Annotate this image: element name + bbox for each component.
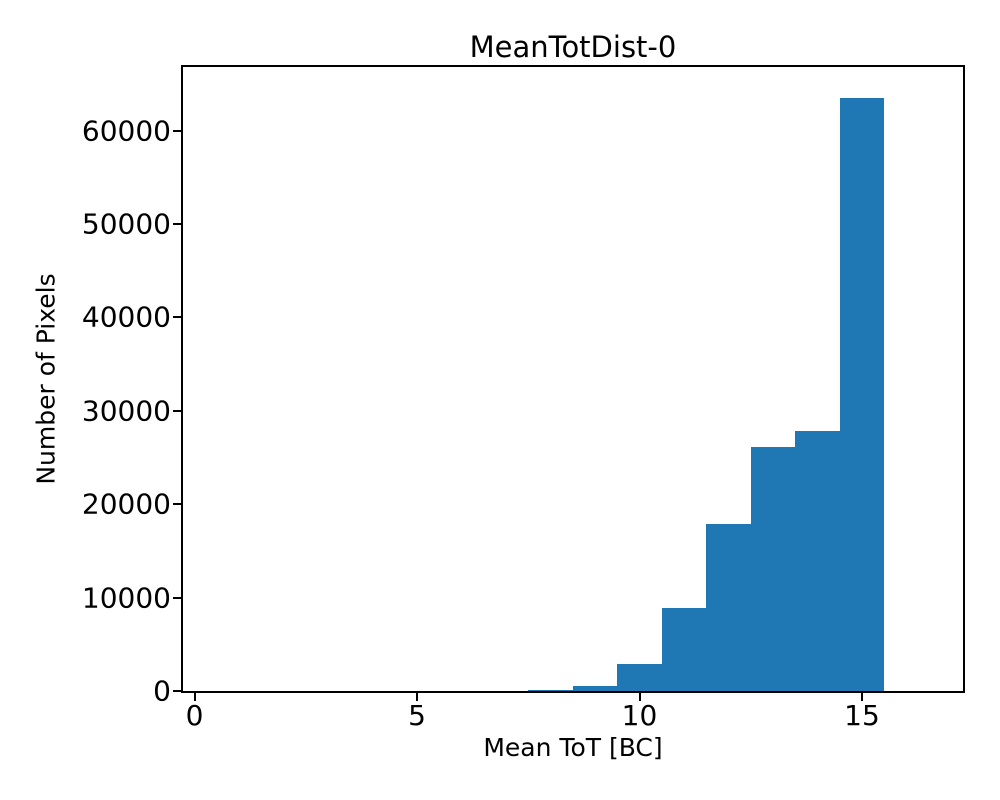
y-axis-label-text: Number of Pixels bbox=[31, 273, 61, 485]
y-axis-tick bbox=[173, 409, 181, 412]
x-axis-tick-label: 5 bbox=[408, 699, 426, 732]
histogram-bar bbox=[706, 523, 751, 691]
histogram-bar bbox=[795, 431, 840, 691]
y-axis-tick bbox=[173, 503, 181, 506]
x-axis-label: Mean ToT [BC] bbox=[483, 733, 663, 762]
histogram-bar bbox=[839, 98, 885, 691]
y-axis-tick-label: 30000 bbox=[81, 394, 171, 428]
x-axis-tick bbox=[861, 693, 863, 701]
y-axis-tick-label: 20000 bbox=[81, 487, 171, 521]
y-axis-tick bbox=[173, 690, 181, 692]
histogram-bar bbox=[661, 607, 707, 691]
y-axis-tick bbox=[173, 596, 181, 599]
y-axis-tick-label: 0 bbox=[153, 674, 171, 708]
x-axis-tick bbox=[193, 693, 196, 701]
histogram-bar bbox=[528, 689, 573, 691]
x-axis-tick-label: 0 bbox=[185, 699, 204, 732]
chart-title: MeanTotDist-0 bbox=[469, 30, 677, 64]
histogram-bar bbox=[572, 685, 618, 691]
y-axis-tick bbox=[173, 222, 181, 225]
x-axis-tick-label: 10 bbox=[621, 699, 658, 732]
y-axis-tick-label: 40000 bbox=[81, 300, 171, 334]
y-axis-tick-label: 50000 bbox=[81, 207, 171, 241]
y-axis-tick bbox=[173, 129, 181, 132]
y-axis-tick bbox=[173, 316, 181, 319]
y-axis-tick-label: 60000 bbox=[81, 114, 171, 147]
x-axis-tick bbox=[638, 693, 641, 701]
x-axis-tick-label: 15 bbox=[844, 699, 880, 732]
plot-area bbox=[181, 65, 965, 693]
histogram-bar bbox=[617, 664, 662, 691]
y-axis-tick-label: 10000 bbox=[81, 581, 171, 615]
bars-layer bbox=[183, 67, 963, 691]
x-axis-tick bbox=[416, 693, 418, 701]
histogram-bar bbox=[750, 447, 796, 691]
